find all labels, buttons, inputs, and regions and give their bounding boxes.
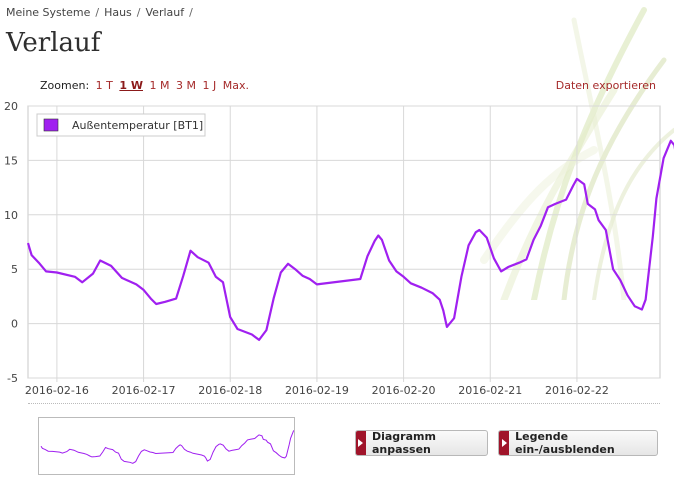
toggle-legend-button[interactable]: Legende ein-/ausblenden <box>498 430 658 456</box>
chart-legend[interactable]: Außentemperatur [BT1] <box>36 113 206 137</box>
zoom-option-1-year[interactable]: 1 J <box>202 79 217 92</box>
x-tick-label: 2016-02-21 <box>458 384 522 397</box>
breadcrumb-item-house[interactable]: Haus <box>104 6 132 19</box>
zoom-option-1-month[interactable]: 1 M <box>149 79 170 92</box>
legend-label: Außentemperatur [BT1] <box>72 119 203 132</box>
y-axis-ticks: -5 0 5 10 15 20 <box>4 100 18 385</box>
y-tick-label: 15 <box>4 154 18 167</box>
x-tick-label: 2016-02-16 <box>25 384 89 397</box>
y-tick-label: 20 <box>4 100 18 113</box>
x-tick-label: 2016-02-22 <box>545 384 609 397</box>
toggle-legend-label: Legende ein-/ausblenden <box>515 430 615 456</box>
range-navigator[interactable] <box>38 417 295 475</box>
series-line-outdoor-temperature <box>26 139 674 341</box>
zoom-option-3-months[interactable]: 3 M <box>176 79 196 92</box>
chart-grid <box>27 105 661 382</box>
breadcrumb-separator: / <box>136 6 141 19</box>
y-tick-label: 10 <box>4 209 18 222</box>
x-tick-label: 2016-02-19 <box>285 384 349 397</box>
y-tick-label: 5 <box>11 263 18 276</box>
x-tick-label: 2016-02-18 <box>198 384 262 397</box>
adjust-chart-label: Diagramm anpassen <box>371 430 436 456</box>
navigator-series-line <box>40 429 294 464</box>
zoom-bar: Zoomen: 1 T 1 W 1 M 3 M 1 J Max. <box>40 79 249 92</box>
arrow-right-icon <box>356 431 366 455</box>
breadcrumb-separator: / <box>95 6 100 19</box>
y-tick-label: -5 <box>7 372 18 385</box>
arrow-right-icon <box>499 431 510 455</box>
adjust-chart-button[interactable]: Diagramm anpassen <box>355 430 488 456</box>
x-tick-label: 2016-02-17 <box>112 384 176 397</box>
legend-box <box>36 113 206 137</box>
breadcrumb-item-systems[interactable]: Meine Systeme <box>6 6 91 19</box>
zoom-option-1-week[interactable]: 1 W <box>119 79 143 92</box>
y-tick-label: 0 <box>11 318 18 331</box>
zoom-option-1-day[interactable]: 1 T <box>95 79 113 92</box>
x-tick-label: 2016-02-20 <box>372 384 436 397</box>
divider <box>28 403 660 404</box>
legend-swatch <box>43 118 59 132</box>
breadcrumb: Meine Systeme / Haus / Verlauf / <box>6 6 198 19</box>
plot-border <box>27 105 661 379</box>
page-title: Verlauf <box>6 28 101 58</box>
breadcrumb-separator: / <box>189 6 193 19</box>
zoom-option-max[interactable]: Max. <box>222 79 249 92</box>
x-axis-ticks: 2016-02-16 2016-02-17 2016-02-18 2016-02-19… <box>25 384 609 397</box>
breadcrumb-item-history[interactable]: Verlauf <box>145 6 185 19</box>
export-data-link[interactable]: Daten exportieren <box>555 79 656 92</box>
zoom-label: Zoomen: <box>40 79 90 92</box>
